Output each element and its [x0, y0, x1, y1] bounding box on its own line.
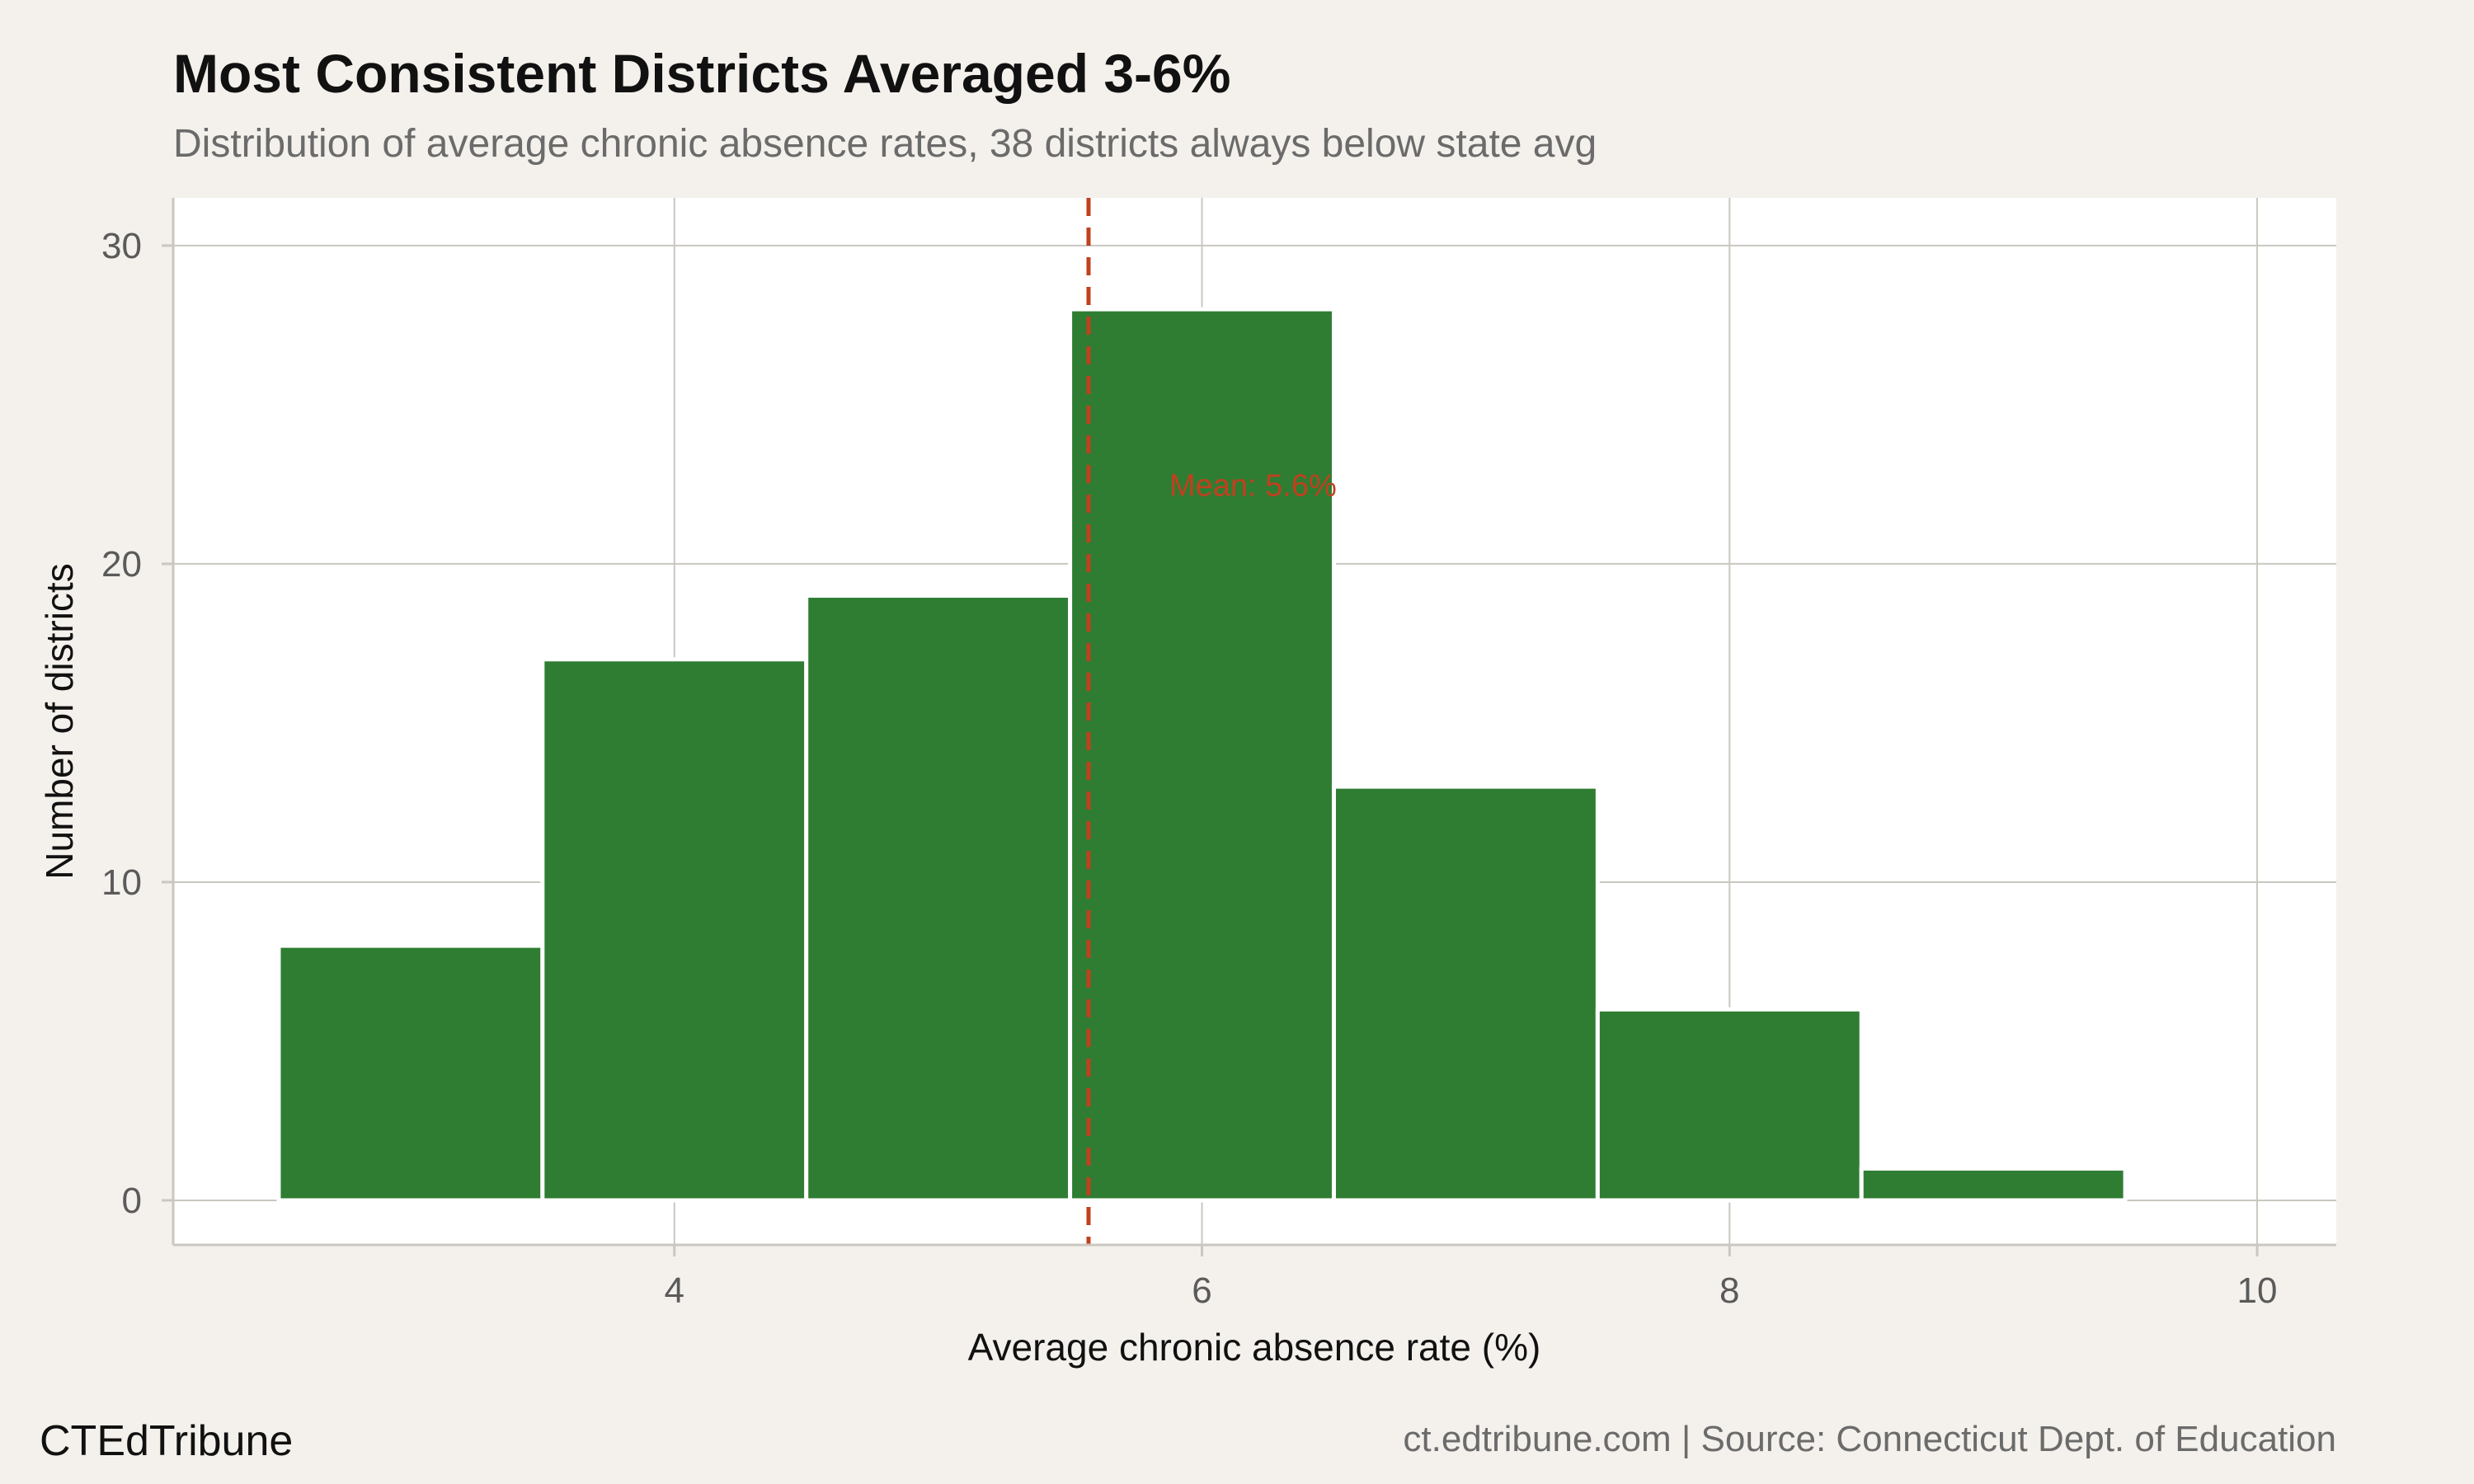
y-axis-title: Number of districts	[38, 563, 81, 879]
mean-label: Mean: 5.6%	[1169, 468, 1337, 503]
brand-label: CTEdTribune	[40, 1417, 293, 1465]
histogram-bars	[276, 307, 2128, 1203]
axes: 4 6 8 10 0 10 20 30	[101, 198, 2336, 1311]
histogram-bar	[1068, 307, 1336, 1203]
x-tick-label: 6	[1192, 1270, 1211, 1311]
y-tick-label: 20	[101, 544, 142, 585]
x-axis-title: Average chronic absence rate (%)	[968, 1326, 1541, 1369]
histogram-bar	[1595, 1007, 1864, 1203]
histogram-bar	[1331, 784, 1600, 1203]
histogram-bar	[1859, 1166, 2128, 1203]
y-tick-label: 30	[101, 226, 142, 266]
x-tick-label: 10	[2237, 1270, 2278, 1311]
chart-title: Most Consistent Districts Averaged 3-6%	[173, 43, 1230, 104]
chart-subtitle: Distribution of average chronic absence …	[173, 122, 1597, 166]
histogram-bar	[540, 657, 809, 1203]
y-tick-label: 0	[122, 1181, 142, 1221]
histogram-bar	[804, 594, 1073, 1203]
x-tick-label: 8	[1719, 1270, 1739, 1311]
y-tick-label: 10	[101, 862, 142, 903]
x-tick-label: 4	[665, 1270, 684, 1311]
mean-marker: Mean: 5.6%	[1086, 198, 1337, 1245]
source-credit: ct.edtribune.com | Source: Connecticut D…	[1403, 1419, 2336, 1459]
histogram-bar	[276, 943, 545, 1203]
